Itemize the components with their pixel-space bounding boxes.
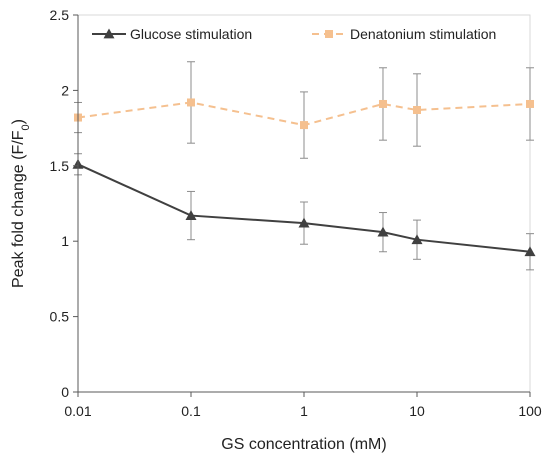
x-tick-label: 1 [300, 403, 308, 419]
y-tick-label: 0 [61, 384, 69, 400]
legend-item: Glucose stimulation [92, 26, 252, 42]
x-tick-label: 0.01 [64, 403, 91, 419]
x-tick-label: 0.1 [181, 403, 201, 419]
y-tick-label: 2.5 [50, 7, 70, 23]
y-axis-title: Peak fold change (F/F0) [10, 119, 32, 288]
data-point [378, 99, 387, 108]
legend-label: Denatonium stimulation [350, 26, 496, 42]
x-axis-title: GS concentration (mM) [221, 436, 386, 453]
data-point [298, 217, 310, 228]
data-point [377, 226, 389, 237]
series-line [77, 101, 531, 127]
y-axis-title-subscript: 0 [20, 124, 32, 130]
series-line [77, 163, 531, 253]
legend: Glucose stimulation Denatonium stimulatio… [92, 26, 496, 42]
y-tick-label: 2 [61, 82, 69, 98]
error-bars [74, 61, 534, 271]
data-point [526, 99, 534, 108]
data-point [411, 234, 423, 245]
legend-swatch-marker [325, 30, 333, 38]
y-tick-label: 1 [61, 233, 69, 249]
tick-labels: 0.01 0.1 1 10 100 0 0.5 1 1.5 2 2.5 [50, 7, 542, 419]
data-point [524, 246, 536, 257]
y-tick-label: 0.5 [50, 309, 70, 325]
x-tick-label: 10 [409, 403, 425, 419]
x-tick-label: 100 [518, 403, 542, 419]
data-point [413, 106, 421, 115]
legend-label: Glucose stimulation [130, 26, 252, 42]
legend-swatch-marker [103, 28, 115, 39]
legend-item: Denatonium stimulation [312, 26, 496, 42]
y-axis-title-suffix: ) [10, 119, 27, 124]
data-point [185, 210, 197, 220]
data-point [187, 98, 195, 107]
y-tick-label: 1.5 [50, 158, 70, 174]
data-point [300, 121, 308, 130]
y-axis-title-main: Peak fold change (F/F [10, 130, 27, 288]
